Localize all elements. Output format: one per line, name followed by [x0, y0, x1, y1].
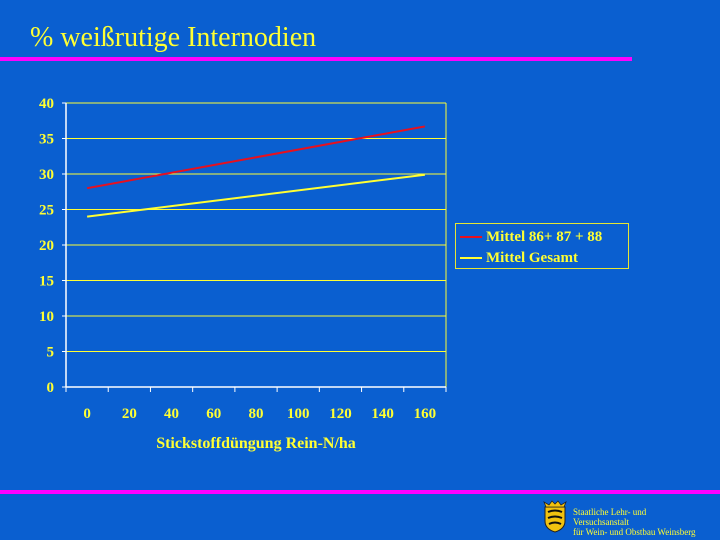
- x-tick-label-40: 40: [164, 406, 179, 422]
- y-tick-label-0: 0: [47, 380, 55, 396]
- x-axis-title: Stickstoffdüngung Rein-N/ha: [156, 435, 356, 452]
- x-tick-labels: 0 20 40 60 80 100 120 140 160: [83, 406, 436, 422]
- coat-of-arms-icon: [543, 500, 567, 533]
- legend-label: Mittel Gesamt: [486, 249, 579, 266]
- y-tick-labels: 0 5 10 15 20 25 30 35 40: [39, 96, 54, 396]
- y-tick-label-30: 30: [39, 167, 54, 183]
- x-tick-label-140: 140: [371, 406, 394, 422]
- chart-legend: Mittel 86+ 87 + 88 Mittel Gesamt: [455, 223, 629, 269]
- institution-line: für Wein- und Obstbau Weinsberg: [573, 527, 696, 537]
- y-tick-label-15: 15: [39, 274, 54, 290]
- y-tick-label-40: 40: [39, 96, 54, 112]
- slide-title: % weißrutige Internodien: [30, 22, 317, 53]
- series-line-0: [86, 125, 426, 190]
- legend-swatch-yellow: [460, 257, 482, 259]
- legend-item-mittel-86-87-88: Mittel 86+ 87 + 88: [460, 227, 602, 247]
- bottom-divider: [0, 490, 720, 494]
- axes: [62, 102, 447, 392]
- y-tick-label-20: 20: [39, 238, 54, 254]
- x-tick-label-20: 20: [122, 406, 137, 422]
- y-tick-label-5: 5: [47, 345, 55, 361]
- x-tick-label-100: 100: [287, 406, 310, 422]
- x-tick-label-160: 160: [414, 406, 437, 422]
- top-divider: [0, 57, 632, 61]
- x-tick-label-80: 80: [249, 406, 264, 422]
- series-line-1: [86, 173, 426, 218]
- legend-item-mittel-gesamt: Mittel Gesamt: [460, 248, 578, 268]
- series-lines: [86, 125, 426, 218]
- y-tick-label-25: 25: [39, 203, 54, 219]
- legend-swatch-red: [460, 236, 482, 238]
- gridlines: [66, 102, 447, 387]
- y-tick-label-35: 35: [39, 132, 54, 148]
- x-tick-label-0: 0: [83, 406, 91, 422]
- legend-label: Mittel 86+ 87 + 88: [486, 228, 603, 245]
- institution-line: Staatliche Lehr- und: [573, 507, 647, 517]
- x-tick-label-60: 60: [206, 406, 221, 422]
- institution-name: Staatliche Lehr- und Versuchsanstalt für…: [573, 507, 696, 537]
- institution-line: Versuchsanstalt: [573, 517, 629, 527]
- x-tick-label-120: 120: [329, 406, 352, 422]
- y-tick-label-10: 10: [39, 309, 54, 325]
